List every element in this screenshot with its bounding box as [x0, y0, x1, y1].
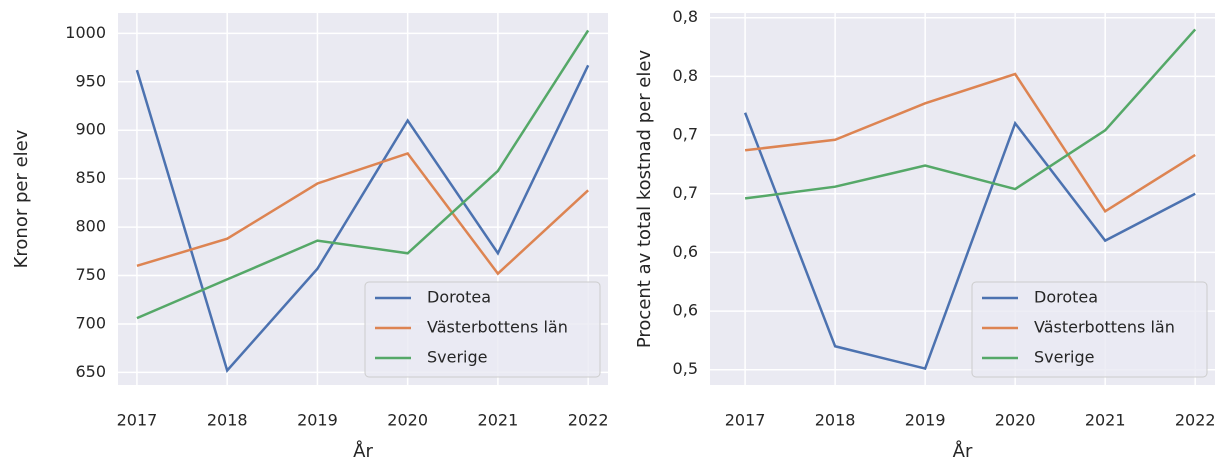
series-line	[136, 151, 589, 276]
y-tick-label: 850	[75, 168, 106, 187]
x-axis-label: År	[953, 440, 973, 461]
legend-label: Västerbottens län	[1034, 318, 1175, 337]
y-tick-label: 700	[75, 313, 106, 332]
x-tick-label: 2022	[1175, 411, 1216, 430]
x-tick-label: 2020	[995, 411, 1036, 430]
series-line	[136, 29, 590, 320]
y-tick-label: 0,8	[673, 66, 698, 85]
x-tick-label: 2021	[1085, 411, 1126, 430]
x-tick-label: 2021	[478, 411, 519, 430]
y-tick-label: 0,7	[673, 125, 698, 144]
x-tick-label: 2018	[207, 411, 248, 430]
y-tick-label: 800	[75, 217, 106, 236]
x-tick-label: 2019	[297, 411, 338, 430]
series-line	[744, 72, 1196, 214]
legend-box	[364, 281, 601, 378]
x-tick-label: 2018	[815, 411, 856, 430]
y-axis-label: Kronor per elev	[11, 129, 32, 268]
y-tick-label: 750	[75, 265, 106, 284]
x-tick-label: 2019	[905, 411, 946, 430]
legend-label: Västerbottens län	[427, 318, 568, 337]
legend-label: Sverige	[427, 348, 488, 367]
x-axis-label: År	[353, 440, 373, 461]
y-tick-label: 900	[75, 120, 106, 139]
y-tick-label: 1000	[65, 23, 106, 42]
legend-label: Dorotea	[1034, 288, 1098, 307]
x-tick-label: 2017	[117, 411, 158, 430]
y-axis-label: Procent av total kostnad per elev	[634, 50, 655, 349]
legend-box	[971, 281, 1208, 378]
y-tick-label: 0,7	[673, 183, 698, 202]
x-tick-label: 2022	[568, 411, 609, 430]
legend-label: Sverige	[1034, 348, 1095, 367]
legend-label: Dorotea	[427, 288, 491, 307]
series-line	[135, 64, 590, 373]
series-line	[744, 28, 1197, 200]
x-tick-label: 2017	[725, 411, 766, 430]
y-tick-label: 650	[75, 362, 106, 381]
x-tick-label: 2020	[387, 411, 428, 430]
y-tick-label: 0,6	[673, 301, 698, 320]
series-line	[743, 112, 1196, 371]
y-tick-label: 0,5	[673, 359, 698, 378]
y-tick-label: 0,6	[673, 242, 698, 261]
y-tick-label: 950	[75, 71, 106, 90]
y-tick-label: 0,8	[673, 7, 698, 26]
